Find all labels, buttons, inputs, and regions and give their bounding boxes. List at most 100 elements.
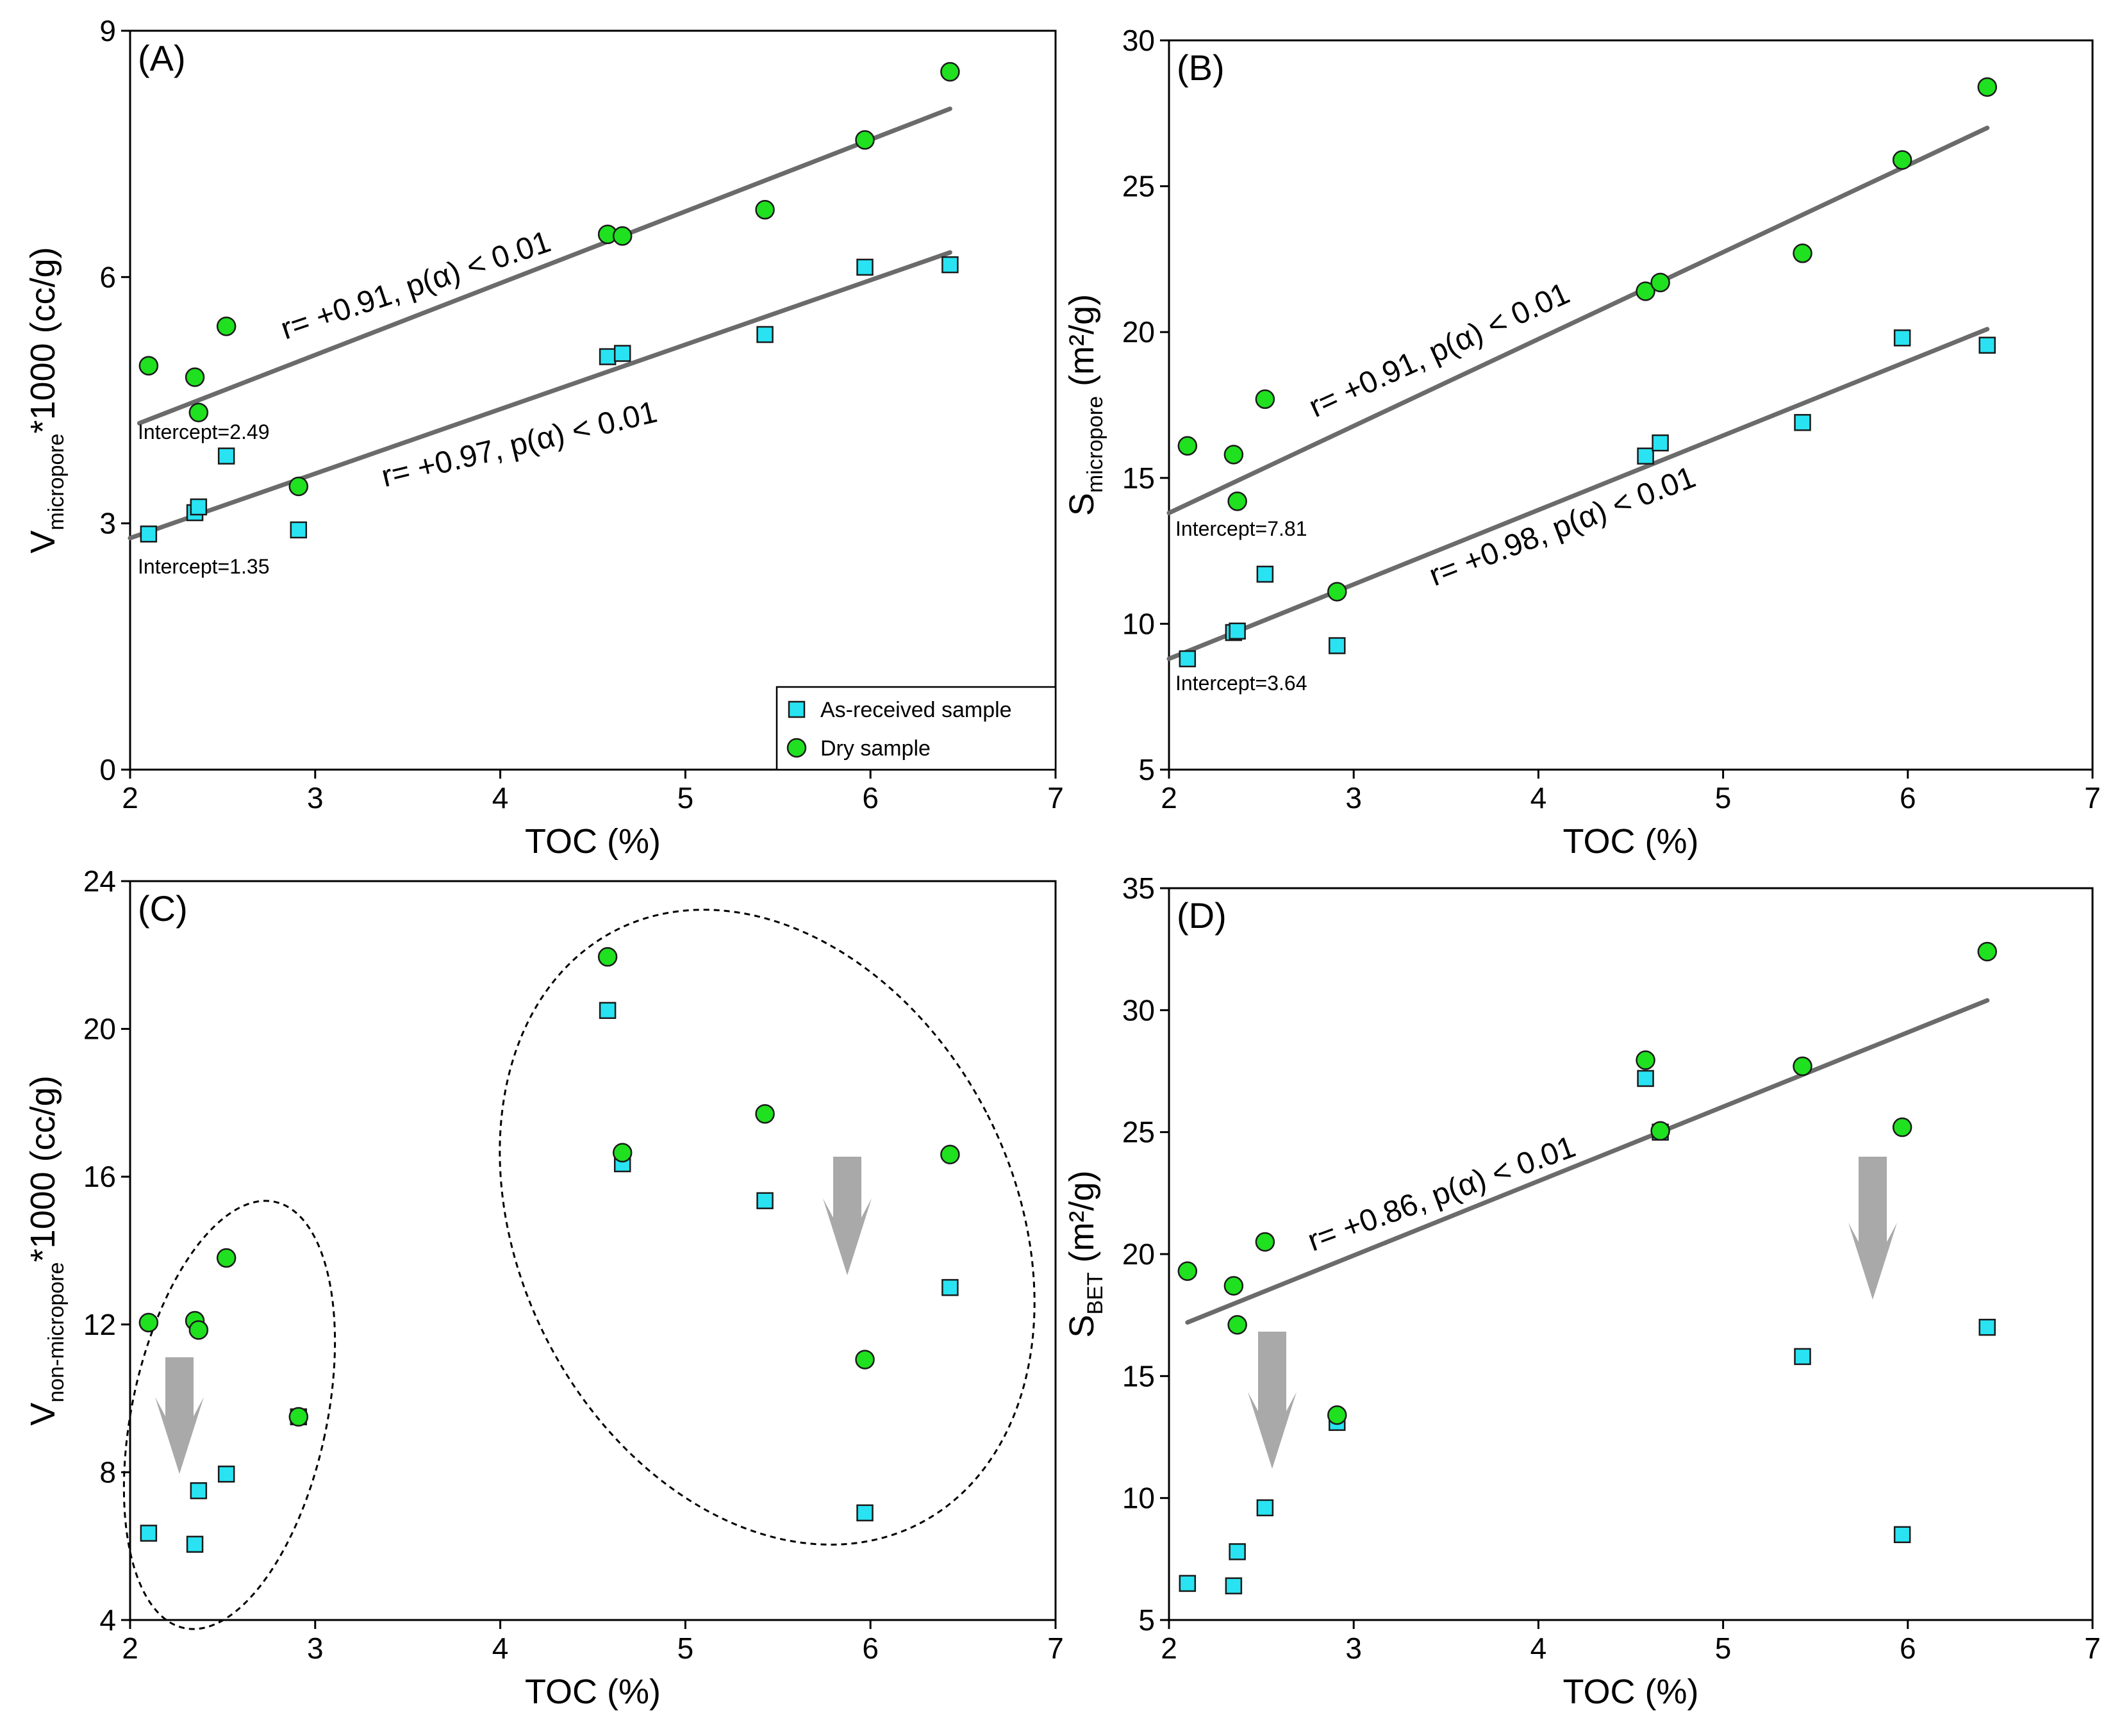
- x-tick-label: 6: [862, 1632, 879, 1665]
- regression-annotation: r= +0.97, p(α) < 0.01: [378, 395, 660, 493]
- chart-panel-d: 2 3 4 5 6 7 5 10 15 20 25 30 35 TOC (%) SBET (m²/g) (D)…: [1063, 872, 2101, 1711]
- down-arrow: [155, 1357, 204, 1474]
- as-received-point: [1893, 1526, 1911, 1544]
- legend: As-received sample Dry sample: [775, 686, 1057, 771]
- x-axis-label: TOC (%): [1563, 822, 1699, 861]
- y-tick-label: 4: [99, 1603, 116, 1637]
- regression-annotation: r= +0.98, p(α) < 0.01: [1425, 460, 1700, 593]
- panel-tag: (B): [1177, 47, 1225, 88]
- y-axis-label-units: (m²/g): [1063, 1170, 1101, 1272]
- as-received-point: [856, 258, 874, 276]
- x-tick-label: 7: [1047, 781, 1064, 814]
- dry-point: [612, 1143, 633, 1162]
- dry-point: [288, 476, 309, 497]
- y-tick-label: 8: [99, 1455, 116, 1489]
- y-tick-label: 35: [1122, 872, 1155, 905]
- dry-point: [1227, 1315, 1247, 1335]
- dry-point: [138, 356, 159, 376]
- x-tick-label: 4: [492, 781, 509, 814]
- dry-point: [1255, 1232, 1275, 1252]
- plot-frame: [1168, 39, 2094, 771]
- legend-label-as-received: As-received sample: [820, 698, 1012, 722]
- chart-panel-c: 2 3 4 5 6 7 4 8 12 16 20 24 TOC (%) Vnon-micropore*10…: [24, 864, 1064, 1711]
- x-axis-label: TOC (%): [525, 1673, 661, 1711]
- y-axis-label: Smicropore (m²/g): [1063, 294, 1107, 516]
- dry-point: [597, 947, 618, 967]
- panel-tag: (C): [138, 888, 188, 929]
- as-received-point: [756, 1192, 774, 1209]
- as-received-point: [190, 1482, 208, 1500]
- y-tick-label: 15: [1122, 461, 1155, 495]
- as-received-point: [1637, 1070, 1654, 1087]
- dry-point: [1223, 1276, 1244, 1296]
- y-tick-label: 5: [1138, 753, 1155, 786]
- dry-point: [1255, 389, 1275, 409]
- x-axis-label: TOC (%): [525, 822, 661, 861]
- y-tick-label: 20: [1122, 315, 1155, 349]
- x-tick-label: 7: [2084, 781, 2101, 814]
- dry-point: [855, 1350, 875, 1369]
- x-tick-label: 4: [1530, 781, 1547, 814]
- dry-point: [1636, 1050, 1655, 1070]
- y-axis-label: SBET (m²/g): [1063, 1170, 1107, 1337]
- as-received-point: [756, 326, 774, 343]
- as-received-point: [1637, 447, 1654, 465]
- chart-panel-b: 2 3 4 5 6 7 5 10 15 20 25 30 TOC (%) Smicropore (m²/g…: [1063, 24, 2101, 861]
- panel-tag: (D): [1177, 895, 1227, 936]
- as-received-point: [1179, 650, 1197, 668]
- y-axis-label-subscript: BET: [1083, 1272, 1107, 1314]
- y-tick-label: 10: [1122, 607, 1155, 640]
- legend-label-dry: Dry sample: [820, 736, 931, 761]
- y-tick-label: 15: [1122, 1359, 1155, 1393]
- as-received-point: [856, 1504, 874, 1522]
- y-tick-label: 30: [1122, 993, 1155, 1027]
- as-received-point: [613, 345, 631, 362]
- as-received-point: [1229, 622, 1246, 640]
- intercept-label: Intercept=1.35: [138, 555, 269, 578]
- dry-point: [940, 1145, 960, 1164]
- dry-point: [1892, 150, 1912, 170]
- as-received-point: [941, 1278, 959, 1296]
- as-received-point: [1329, 637, 1346, 654]
- x-tick-label: 3: [1345, 781, 1362, 814]
- dry-point: [216, 316, 236, 336]
- as-received-point: [1794, 1348, 1811, 1366]
- y-tick-label: 16: [83, 1160, 116, 1193]
- dry-point: [138, 1312, 159, 1333]
- x-tick-label: 3: [1345, 1632, 1362, 1665]
- as-received-point: [1225, 1577, 1243, 1594]
- x-tick-label: 6: [862, 781, 879, 814]
- dry-point: [612, 226, 633, 246]
- legend-box: [775, 686, 1057, 771]
- dry-point: [1327, 582, 1347, 602]
- dry-point: [288, 1407, 309, 1427]
- y-axis-label-units: (m²/g): [1063, 294, 1101, 396]
- regression-line: [137, 106, 952, 426]
- x-tick-label: 4: [1530, 1632, 1547, 1665]
- as-received-point: [186, 1535, 204, 1553]
- x-axis-label: TOC (%): [1563, 1673, 1699, 1711]
- y-axis-label-main: V: [24, 1403, 62, 1426]
- as-received-point: [1229, 1543, 1246, 1560]
- as-received-point: [290, 521, 308, 539]
- y-tick-label: 10: [1122, 1482, 1155, 1515]
- y-tick-label: 5: [1138, 1603, 1155, 1637]
- y-axis-label-main: S: [1063, 1315, 1101, 1338]
- down-arrow: [1248, 1332, 1297, 1469]
- x-tick-label: 2: [1161, 781, 1177, 814]
- grouping-ellipse: [499, 909, 1036, 1546]
- dry-point: [755, 1104, 775, 1124]
- as-received-point: [140, 525, 158, 543]
- x-tick-label: 7: [1047, 1632, 1064, 1665]
- x-tick-label: 3: [307, 1632, 324, 1665]
- regression-annotation: r= +0.91, p(α) < 0.01: [1304, 276, 1575, 424]
- as-received-point: [941, 256, 959, 274]
- x-tick-label: 7: [2084, 1632, 2101, 1665]
- regression-annotation: r= +0.91, p(α) < 0.01: [277, 225, 555, 347]
- dry-point: [216, 1248, 236, 1268]
- plot-frame: [1168, 887, 2094, 1621]
- x-tick-label: 6: [1900, 1632, 1916, 1665]
- y-axis-label-subscript: non-micropore: [44, 1262, 69, 1402]
- as-received-point: [1256, 565, 1274, 583]
- y-tick-label: 3: [99, 507, 116, 540]
